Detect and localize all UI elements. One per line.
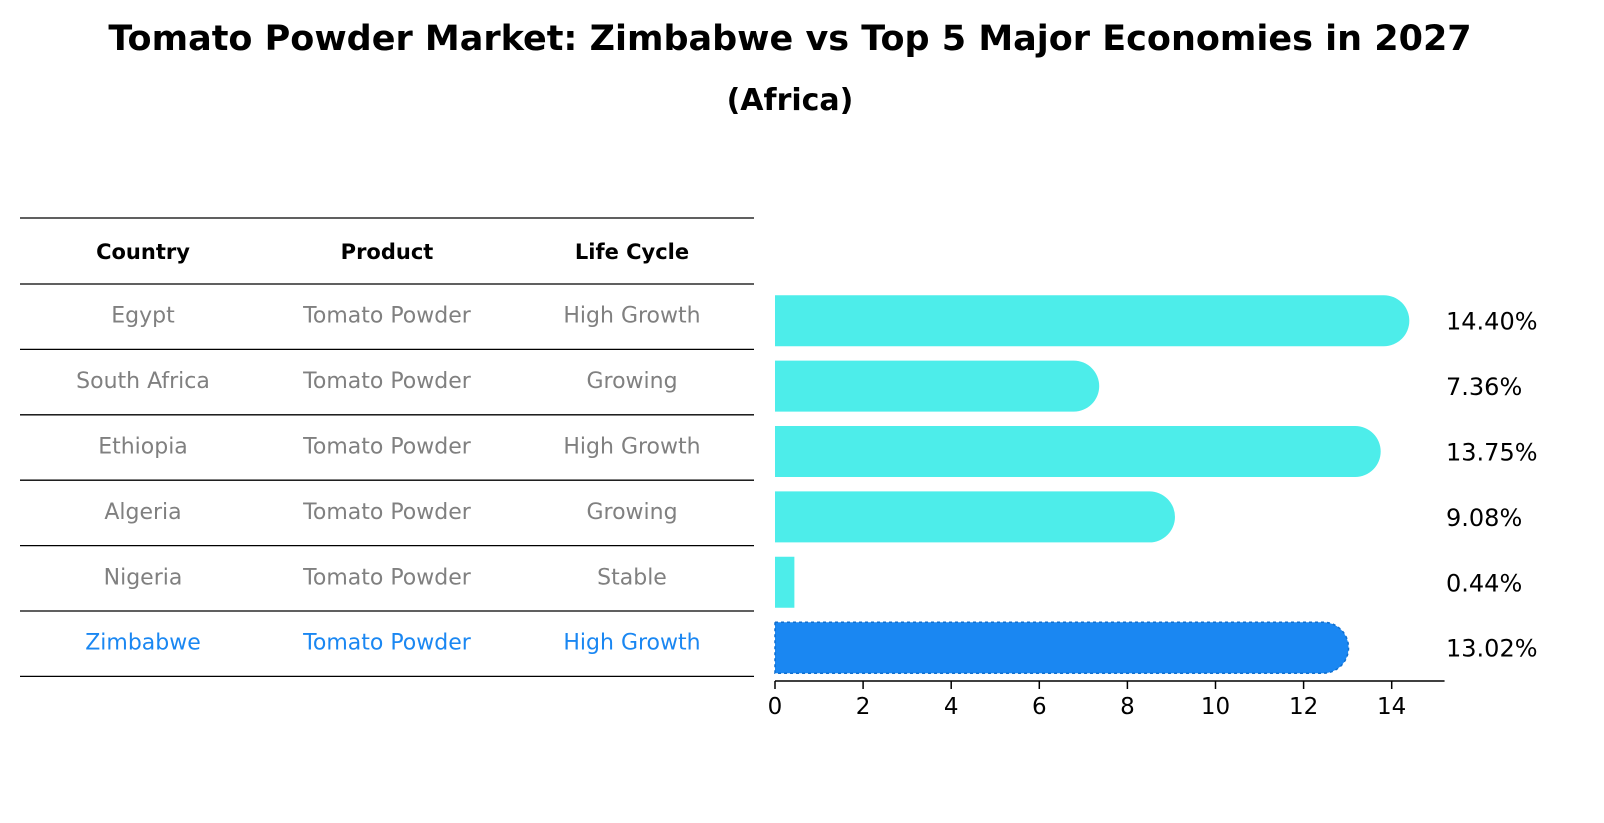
table-cell-country: Nigeria	[104, 565, 183, 590]
table-cell-country: Ethiopia	[98, 435, 188, 460]
table-cell-product: Tomato Powder	[302, 435, 472, 460]
value-label: 0.44%	[1446, 569, 1522, 597]
data-table: Country Product Life Cycle Egypt Tomato Powd…	[20, 217, 754, 678]
chart-title: Tomato Powder Market: Zimbabwe vs Top 5 …	[108, 19, 1471, 59]
bar-ethiopia	[775, 426, 1381, 477]
table-cell-life-cycle: Growing	[586, 369, 677, 394]
table-cell-country: Egypt	[111, 304, 175, 329]
bar-algeria	[775, 491, 1175, 543]
table-header-cell: Product	[341, 240, 434, 264]
table-cell-product: Tomato Powder	[302, 369, 472, 394]
table-header-cell: Life Cycle	[575, 240, 689, 264]
table-header-cell: Country	[96, 240, 190, 264]
value-label: 13.75%	[1446, 439, 1538, 467]
table-cell-life-cycle: High Growth	[563, 631, 700, 656]
value-label: 7.36%	[1446, 373, 1522, 401]
x-tick-label: 4	[944, 694, 959, 720]
x-axis: 0 2 4 6 8 10 12 14	[768, 680, 1445, 720]
table-cell-country: Zimbabwe	[85, 631, 201, 656]
table-cell-life-cycle: Growing	[586, 500, 677, 525]
bar-chart: 14.40% 7.36% 13.75% 9.08% 0.44% 13.02%	[774, 295, 1538, 674]
table-cell-product: Tomato Powder	[302, 304, 472, 329]
bar-egypt	[775, 295, 1410, 347]
x-tick-label: 6	[1032, 694, 1047, 720]
bar-south-africa	[775, 360, 1100, 412]
value-label: 14.40%	[1446, 308, 1538, 336]
table-cell-life-cycle: High Growth	[563, 304, 700, 329]
x-tick-label: 8	[1120, 694, 1135, 720]
x-tick-label: 14	[1377, 694, 1406, 720]
table-cell-product: Tomato Powder	[302, 500, 472, 525]
table-cell-product: Tomato Powder	[302, 631, 472, 656]
chart-subtitle: (Africa)	[727, 83, 854, 118]
x-tick-label: 2	[856, 694, 871, 720]
highlight-bar-outline	[774, 621, 1350, 674]
value-label: 13.02%	[1446, 635, 1538, 663]
bar-nigeria	[775, 556, 795, 608]
bar-zimbabwe	[775, 622, 1349, 674]
x-tick-label: 10	[1201, 694, 1230, 720]
x-tick-label: 12	[1289, 694, 1318, 720]
table-cell-product: Tomato Powder	[302, 565, 472, 590]
value-label: 9.08%	[1446, 504, 1522, 532]
table-cell-life-cycle: Stable	[597, 565, 667, 590]
table-cell-country: Algeria	[104, 500, 181, 525]
table-cell-country: South Africa	[76, 369, 210, 394]
x-tick-label: 0	[768, 694, 783, 720]
table-cell-life-cycle: High Growth	[563, 435, 700, 460]
